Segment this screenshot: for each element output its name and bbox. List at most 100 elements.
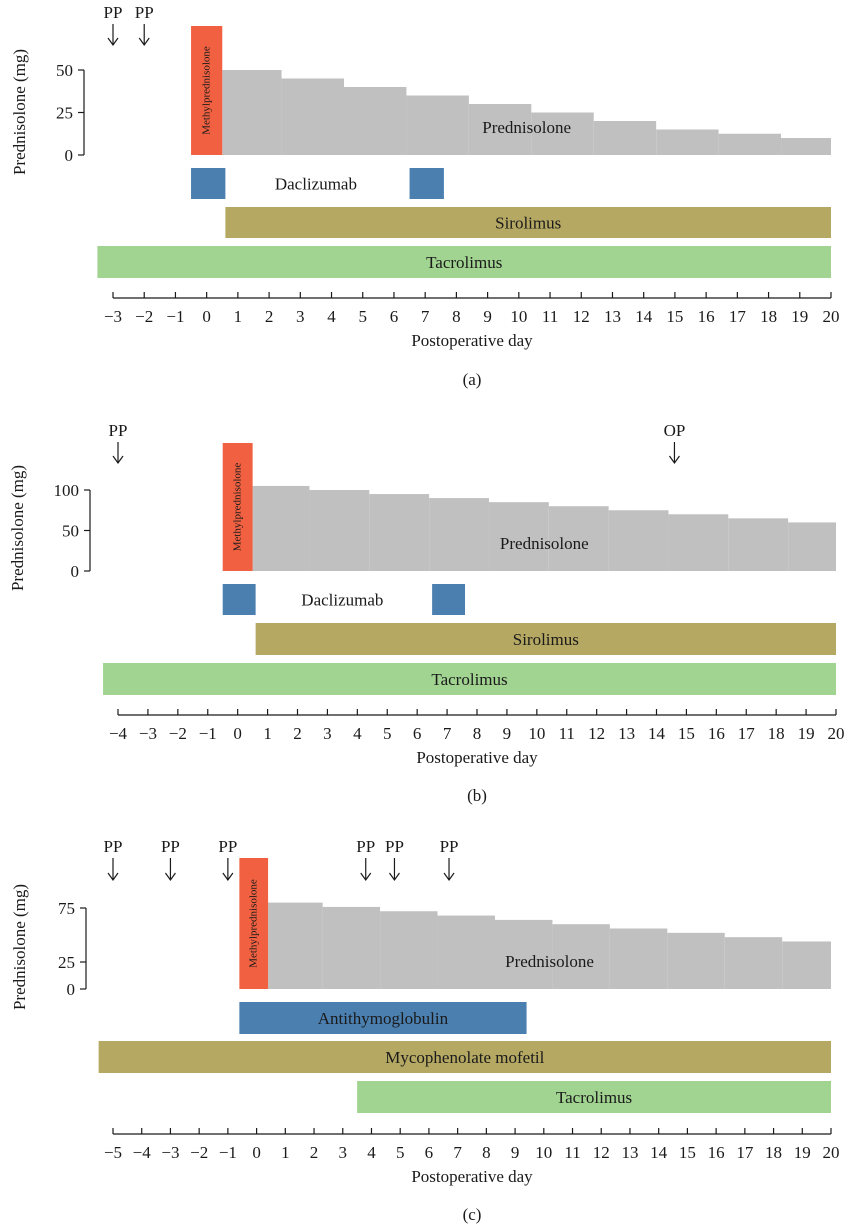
x-tick-label: 4 [327, 307, 336, 326]
prednisolone-step-bar [552, 924, 610, 989]
daclizumab-bar [432, 584, 466, 615]
y-tick-label: 50 [56, 61, 73, 80]
x-tick-label: 9 [483, 307, 492, 326]
sirolimus-label: Sirolimus [513, 630, 579, 649]
mycophenolate-mofetil-bar [98, 1041, 831, 1073]
prednisolone-step-bar [252, 485, 310, 571]
x-tick-label: −2 [135, 307, 153, 326]
daclizumab-bar [222, 584, 256, 615]
x-tick-label: −3 [139, 724, 157, 743]
x-tick-label: 19 [794, 1143, 811, 1162]
y-tick-label: 0 [65, 146, 74, 165]
x-tick-label: 20 [823, 307, 840, 326]
down-arrow-icon [107, 37, 119, 47]
daclizumab-label: Daclizumab [275, 175, 357, 194]
x-tick-label: 18 [760, 307, 777, 326]
x-tick-label: 8 [482, 1143, 491, 1162]
prednisolone-step-bar [222, 70, 282, 155]
prednisolone-step-bar [488, 502, 549, 571]
event-label: PP [356, 837, 375, 856]
x-tick-label: 0 [252, 1143, 261, 1162]
prednisolone-step-bar [429, 498, 489, 571]
y-axis-label: Prednisolone (mg) [8, 465, 27, 591]
prednisolone-label: Prednisolone [500, 534, 589, 553]
x-tick-label: 3 [339, 1143, 348, 1162]
tacrolimus-label: Tacrolimus [556, 1088, 632, 1107]
x-tick-label: −1 [166, 307, 184, 326]
daclizumab-bar [409, 168, 444, 199]
x-tick-label: 20 [828, 724, 845, 743]
x-tick-label: 6 [413, 724, 422, 743]
x-tick-label: 10 [535, 1143, 552, 1162]
x-tick-label: 1 [281, 1143, 290, 1162]
prednisolone-step-bar [380, 911, 438, 989]
prednisolone-step-bar [724, 937, 783, 989]
prednisolone-step-bar [609, 928, 668, 989]
x-tick-label: 2 [265, 307, 274, 326]
y-tick-label: 75 [58, 899, 75, 918]
x-tick-label: 10 [528, 724, 545, 743]
mycophenolate-mofetil-label: Mycophenolate mofetil [385, 1048, 544, 1067]
x-tick-label: 14 [648, 724, 666, 743]
prednisolone-step-bar [781, 138, 831, 155]
y-tick-label: 50 [62, 522, 79, 541]
x-tick-label: 11 [559, 724, 575, 743]
x-tick-label: 11 [542, 307, 558, 326]
x-tick-label: 12 [593, 1143, 610, 1162]
prednisolone-step-bar [718, 133, 782, 155]
x-tick-label: 18 [768, 724, 785, 743]
x-tick-label: −2 [190, 1143, 208, 1162]
y-tick-label: 0 [67, 980, 76, 999]
sirolimus-bar [255, 623, 836, 655]
tacrolimus-label: Tacrolimus [431, 670, 507, 689]
x-tick-label: −1 [199, 724, 217, 743]
down-arrow-icon [360, 872, 372, 882]
down-arrow-icon [107, 872, 119, 882]
x-tick-label: 6 [425, 1143, 434, 1162]
y-tick-label: 25 [56, 104, 73, 123]
x-tick-label: 3 [323, 724, 332, 743]
antithymoglobulin-bar [239, 1002, 527, 1034]
down-arrow-icon [222, 872, 234, 882]
daclizumab-bar [191, 168, 226, 199]
methylprednisolone-bar [191, 26, 223, 155]
x-tick-label: 17 [736, 1143, 754, 1162]
prednisolone-step-bar [593, 121, 657, 155]
x-tick-label: 8 [473, 724, 482, 743]
x-tick-label: 6 [390, 307, 399, 326]
x-tick-label: 2 [310, 1143, 319, 1162]
panel-label: (b) [467, 786, 487, 805]
x-tick-label: −5 [104, 1143, 122, 1162]
tacrolimus-bar [103, 663, 836, 695]
timeline-panel-0: PrednisoloneMethylprednisolone02550Predn… [10, 3, 840, 389]
y-tick-label: 0 [71, 562, 80, 581]
event-label: PP [440, 837, 459, 856]
x-tick-label: 5 [383, 724, 392, 743]
x-tick-label: 2 [293, 724, 302, 743]
prednisolone-step-bar [668, 514, 729, 571]
prednisolone-step-bar [608, 510, 669, 571]
prednisolone-step-bar [468, 104, 532, 155]
x-tick-label: 14 [635, 307, 653, 326]
methylprednisolone-label: Methylprednisolone [232, 463, 244, 552]
prednisolone-step-bar [268, 902, 323, 989]
prednisolone-step-bar [344, 87, 407, 155]
tacrolimus-label: Tacrolimus [426, 253, 502, 272]
event-label: OP [664, 421, 686, 440]
x-tick-label: 7 [443, 724, 452, 743]
event-label: PP [104, 837, 123, 856]
prednisolone-step-bar [531, 112, 594, 155]
prednisolone-step-bar [406, 95, 469, 155]
prednisolone-label: Prednisolone [505, 952, 594, 971]
x-tick-label: −1 [219, 1143, 237, 1162]
x-tick-label: 20 [823, 1143, 840, 1162]
y-axis-label: Prednisolone (mg) [10, 49, 29, 175]
daclizumab-label: Daclizumab [301, 591, 383, 610]
x-tick-label: 7 [453, 1143, 462, 1162]
prednisolone-step-bar [656, 129, 719, 155]
prednisolone-step-bar [281, 78, 345, 155]
x-tick-label: 4 [367, 1143, 376, 1162]
down-arrow-icon [138, 37, 150, 47]
x-tick-label: 15 [666, 307, 683, 326]
